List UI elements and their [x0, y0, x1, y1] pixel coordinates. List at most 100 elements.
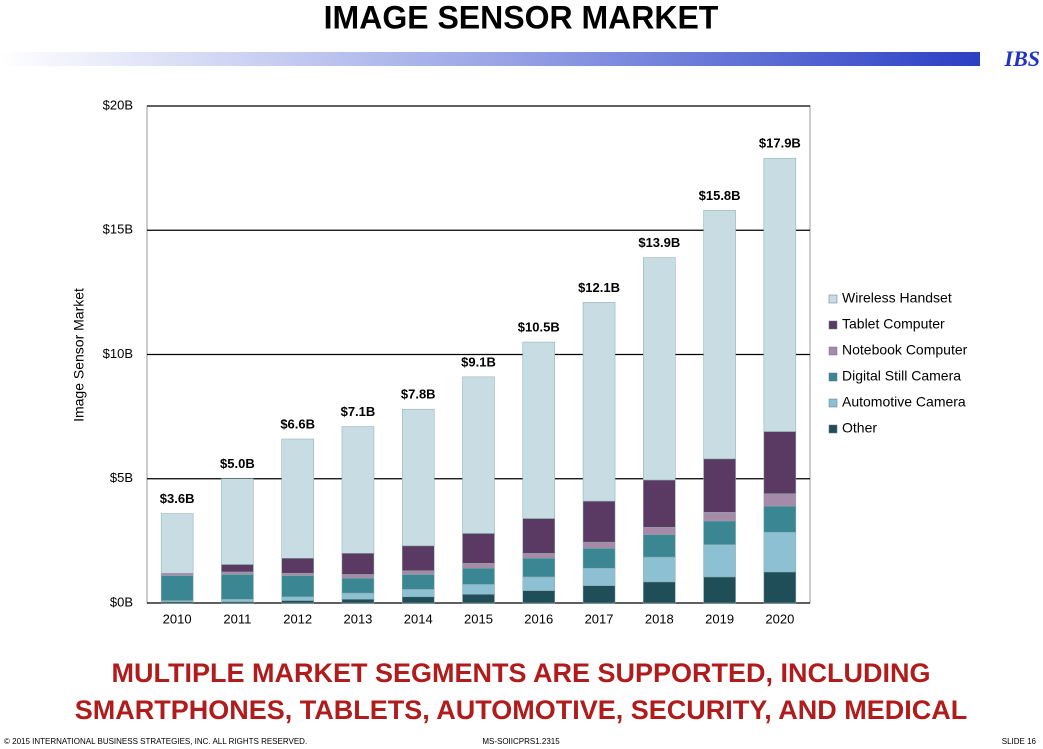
- bar-segment: [703, 458, 736, 513]
- bar-segment: [582, 302, 616, 502]
- logo: IBS: [1004, 46, 1040, 71]
- bar-segment: [522, 518, 556, 554]
- legend-swatch: [828, 346, 838, 356]
- total-label: $15.8B: [699, 188, 741, 203]
- x-tick-label: 2010: [163, 611, 192, 626]
- bar-segment: [462, 533, 495, 564]
- subtitle-line: SMARTPHONES, TABLETS, AUTOMOTIVE, SECURI…: [75, 695, 968, 725]
- x-tick-label: 2012: [283, 611, 312, 626]
- x-tick-label: 2017: [585, 611, 614, 626]
- x-tick-label: 2015: [464, 611, 493, 626]
- y-axis-label: Image Sensor Market: [71, 288, 87, 422]
- slide-number: SLIDE 16: [1002, 737, 1037, 746]
- y-tick-label: $15B: [103, 222, 133, 237]
- total-label: $9.1B: [461, 354, 496, 369]
- bar-segment: [341, 577, 375, 594]
- bar-segment: [462, 584, 495, 595]
- bar-segment: [401, 574, 435, 590]
- bar-segment: [522, 590, 556, 604]
- bar-segment: [763, 157, 797, 432]
- bar-segment: [763, 431, 797, 494]
- bar-segment: [341, 592, 375, 600]
- bar-segment: [703, 210, 736, 460]
- bar-segment: [281, 575, 314, 598]
- total-label: $17.9B: [759, 136, 801, 151]
- bar-segment: [582, 500, 616, 543]
- bar-segment: [221, 564, 254, 573]
- bar-segment: [401, 545, 435, 571]
- legend-label: Digital Still Camera: [842, 368, 961, 384]
- bar-segment: [401, 408, 435, 547]
- bar-segment: [160, 513, 194, 574]
- bar-segment: [221, 574, 254, 600]
- total-label: $12.1B: [578, 280, 620, 295]
- bar-segment: [643, 257, 676, 481]
- bar-segment: [582, 541, 616, 549]
- bar-segment: [281, 600, 314, 604]
- bar-segment: [401, 570, 435, 575]
- bar-segment: [341, 599, 375, 604]
- x-tick-label: 2011: [223, 611, 251, 626]
- bar-segment: [462, 376, 495, 534]
- legend-label: Wireless Handset: [842, 290, 952, 306]
- x-tick-label: 2016: [524, 611, 553, 626]
- x-tick-label: 2013: [343, 611, 372, 626]
- bar-segment: [462, 594, 495, 604]
- bar-segment: [703, 512, 736, 522]
- bar-segment: [582, 585, 616, 604]
- x-tick-label: 2020: [765, 611, 794, 626]
- legend-label: Notebook Computer: [842, 342, 968, 358]
- legend-swatch: [828, 372, 838, 382]
- bar-segment: [763, 493, 797, 507]
- total-label: $6.6B: [280, 416, 315, 431]
- legend-label: Other: [842, 420, 877, 436]
- bar-segment: [341, 574, 375, 579]
- bar-segment: [281, 572, 314, 576]
- slide-title: IMAGE SENSOR MARKET: [324, 0, 719, 35]
- bar-segment: [582, 567, 616, 586]
- y-tick-label: $10B: [103, 346, 133, 361]
- bar-segment: [221, 599, 254, 603]
- bar-segment: [281, 438, 314, 559]
- bar-segment: [582, 548, 616, 569]
- legend-label: Tablet Computer: [842, 316, 945, 332]
- bar-segment: [643, 479, 676, 528]
- bar-segment: [763, 571, 797, 604]
- bar-segment: [462, 567, 495, 585]
- legend-swatch: [828, 398, 838, 408]
- bar-segment: [703, 520, 736, 545]
- bar-segment: [221, 571, 254, 575]
- legend-swatch: [828, 424, 838, 434]
- bar-segment: [763, 531, 797, 573]
- bar-segment: [763, 505, 797, 533]
- total-label: $10.5B: [518, 320, 560, 335]
- bar-segment: [401, 596, 435, 604]
- legend-label: Automotive Camera: [842, 394, 966, 410]
- bar-segment: [281, 596, 314, 601]
- bar-segment: [160, 572, 194, 576]
- bar-segment: [522, 553, 556, 559]
- y-tick-label: $20B: [103, 97, 133, 112]
- total-label: $13.9B: [638, 235, 680, 250]
- bar-segment: [160, 575, 194, 601]
- bar-segment: [522, 576, 556, 591]
- bar-segment: [221, 478, 254, 565]
- title-band: [0, 52, 980, 66]
- x-tick-label: 2018: [645, 611, 674, 626]
- bar-segment: [341, 426, 375, 554]
- bar-segment: [462, 562, 495, 569]
- total-label: $5.0B: [220, 456, 255, 471]
- y-tick-label: $0B: [110, 594, 133, 609]
- bar-segment: [643, 581, 676, 604]
- x-tick-label: 2019: [705, 611, 734, 626]
- bar-segment: [522, 341, 556, 519]
- total-label: $3.6B: [160, 491, 195, 506]
- slide-code: MS-SOIICPRS1.2315: [482, 737, 560, 746]
- bar-segment: [341, 553, 375, 575]
- bar-segment: [522, 558, 556, 578]
- bar-segment: [643, 526, 676, 535]
- bar-segment: [703, 544, 736, 578]
- y-tick-label: $5B: [110, 470, 133, 485]
- legend-swatch: [828, 294, 838, 304]
- legend-swatch: [828, 320, 838, 330]
